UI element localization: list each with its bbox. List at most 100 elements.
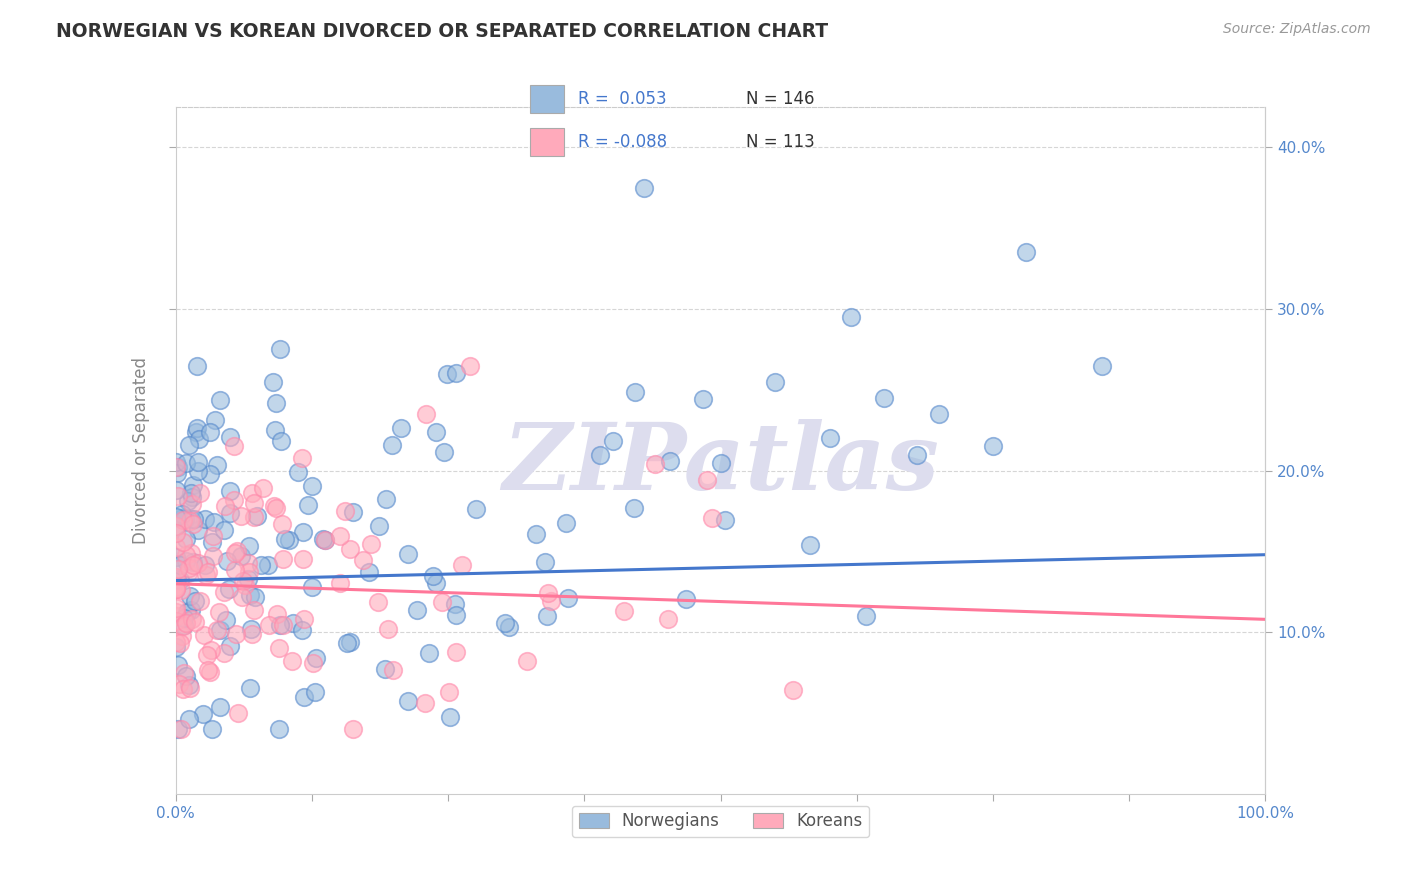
Point [302,656,325,670]
Point [336,636,359,650]
Point [763,375,786,389]
Point [180,603,202,617]
Text: ZIPatlas: ZIPatlas [502,419,939,509]
Point [446,366,468,380]
Point [172,511,194,525]
Point [166,609,188,624]
Point [446,645,468,659]
Point [537,586,560,600]
Point [855,609,877,624]
Point [659,454,682,468]
Point [180,486,202,500]
Point [675,591,697,606]
Point [377,622,399,636]
Point [304,685,326,699]
Point [422,569,444,583]
Point [246,508,269,523]
Point [186,523,208,537]
Point [169,573,191,587]
Point [494,615,516,630]
Point [464,501,486,516]
Point [818,431,841,445]
Point [439,710,461,724]
FancyBboxPatch shape [530,85,564,113]
Point [165,570,187,584]
Point [329,575,352,590]
Point [173,512,195,526]
Point [187,556,209,570]
Point [557,591,579,606]
Point [281,655,304,669]
Point [167,562,190,576]
Point [165,519,187,533]
Point [197,663,219,677]
Point [281,615,304,630]
Point [233,577,256,591]
Point [166,723,188,737]
Point [710,456,733,470]
Point [250,558,273,572]
Point [195,648,218,662]
Point [266,396,288,410]
Point [589,448,612,462]
Point [270,434,292,449]
Point [174,554,197,568]
Point [179,712,201,726]
Point [498,620,520,634]
Point [166,459,188,474]
Point [174,615,197,630]
Point [297,499,319,513]
Point [287,465,309,479]
Point [613,604,636,618]
Point [183,558,205,572]
Text: N = 146: N = 146 [747,90,815,108]
Point [207,623,229,637]
Point [222,492,245,507]
Point [782,682,804,697]
Point [172,535,194,549]
Point [197,565,219,579]
Point [174,549,197,563]
Point [172,629,194,643]
Point [200,425,222,439]
Point [212,523,235,537]
Point [339,541,361,556]
Point [231,549,253,564]
Point [165,601,187,615]
Point [201,535,224,549]
Point [263,499,285,513]
Point [700,511,723,525]
Point [277,533,299,547]
Point [181,478,204,492]
Point [240,626,263,640]
Point [425,425,447,439]
Point [187,455,209,469]
Point [179,589,201,603]
Point [188,486,211,500]
Point [342,723,364,737]
Point [516,654,538,668]
Point [271,552,294,566]
Point [201,723,224,737]
Point [174,456,197,470]
Point [215,613,238,627]
Point [243,603,266,617]
Point [433,445,456,459]
Point [540,593,562,607]
Point [263,423,285,437]
Point [165,615,187,629]
Point [204,413,226,427]
Point [214,499,236,513]
Point [201,549,224,563]
Point [165,455,187,469]
Point [200,643,222,657]
Point [173,610,195,624]
Point [236,556,259,570]
Point [624,384,647,399]
Point [269,641,291,656]
Point [181,555,204,569]
Point [928,407,950,421]
Point [554,516,576,530]
Point [209,699,232,714]
Point [180,512,202,526]
